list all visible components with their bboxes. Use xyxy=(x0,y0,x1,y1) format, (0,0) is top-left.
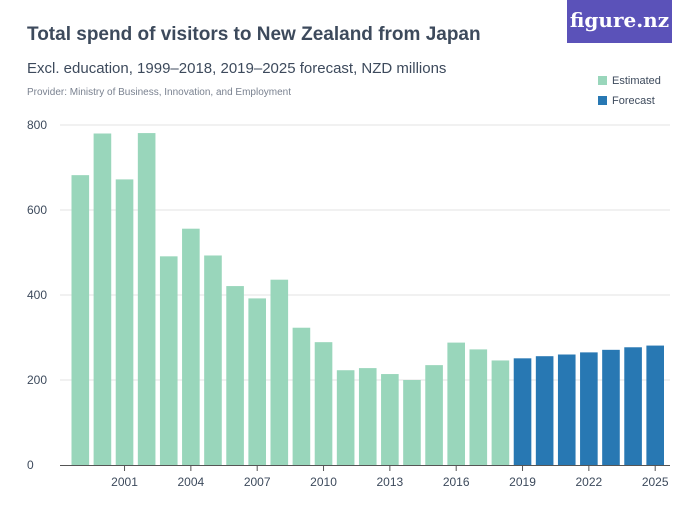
bar-2000 xyxy=(93,133,112,465)
bar-2018 xyxy=(491,360,510,465)
bar-2001 xyxy=(115,179,134,465)
bar-1999 xyxy=(71,175,90,465)
bar-2010 xyxy=(314,342,333,465)
legend-item-estimated: Estimated xyxy=(598,75,661,87)
bar-2019 xyxy=(513,358,532,465)
bar-2021 xyxy=(557,354,576,465)
x-tick-label: 2019 xyxy=(509,475,536,489)
bar-2020 xyxy=(535,356,554,465)
bar-2024 xyxy=(624,347,642,465)
bar-2012 xyxy=(358,368,377,465)
y-tick-label: 200 xyxy=(27,373,47,387)
y-tick-label: 600 xyxy=(27,203,47,217)
legend-swatch-forecast xyxy=(598,96,607,105)
bar-2009 xyxy=(292,327,311,465)
bar-2006 xyxy=(226,286,244,465)
bar-2007 xyxy=(248,298,266,465)
legend-label-forecast: Forecast xyxy=(612,95,655,107)
legend-label-estimated: Estimated xyxy=(612,75,661,87)
bar-2022 xyxy=(580,352,598,465)
bar-2017 xyxy=(469,349,488,465)
y-tick-label: 800 xyxy=(27,118,47,132)
x-tick-label: 2004 xyxy=(178,475,205,489)
figure-nz-logo[interactable]: figure.nz xyxy=(567,0,672,43)
bar-2005 xyxy=(204,255,222,465)
bar-2025 xyxy=(646,345,664,465)
legend-item-forecast: Forecast xyxy=(598,95,655,107)
bar-2013 xyxy=(381,374,399,465)
provider-note: Provider: Ministry of Business, Innovati… xyxy=(27,87,292,98)
bar-2023 xyxy=(602,349,620,465)
x-tick-label: 2010 xyxy=(310,475,337,489)
y-tick-label: 400 xyxy=(27,288,47,302)
x-tick-label: 2025 xyxy=(642,475,669,489)
y-tick-label: 0 xyxy=(27,458,34,472)
bar-2008 xyxy=(270,279,289,465)
bar-2014 xyxy=(403,380,421,465)
x-tick-label: 2016 xyxy=(443,475,470,489)
bar-2004 xyxy=(182,228,200,465)
bar-2015 xyxy=(425,365,443,465)
chart-title: Total spend of visitors to New Zealand f… xyxy=(27,24,481,45)
x-tick-label: 2013 xyxy=(377,475,404,489)
x-tick-label: 2001 xyxy=(111,475,138,489)
bar-2002 xyxy=(137,133,156,465)
x-tick-label: 2007 xyxy=(244,475,271,489)
bar-2016 xyxy=(447,342,465,465)
legend-swatch-estimated xyxy=(598,76,607,85)
bar-2003 xyxy=(159,256,178,465)
x-tick-label: 2022 xyxy=(576,475,603,489)
chart-subtitle: Excl. education, 1999–2018, 2019–2025 fo… xyxy=(27,60,447,77)
bar-2011 xyxy=(336,370,355,465)
